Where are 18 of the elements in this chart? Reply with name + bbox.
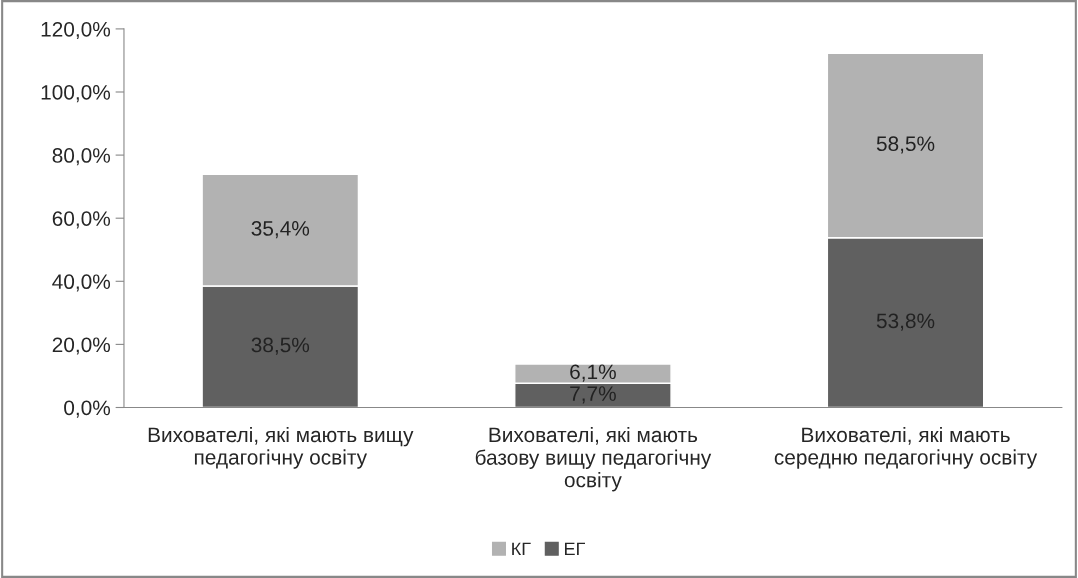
data-label: 35,4% — [251, 221, 310, 239]
y-tick-label: 40,0% — [52, 274, 111, 292]
data-label: 6,1% — [570, 364, 616, 382]
y-tick-label: 120,0% — [41, 21, 111, 40]
x-tick-label: Вихователі, які мають вищу педагогічну освіту — [148, 426, 414, 469]
data-label: 58,5% — [876, 136, 935, 154]
data-label: 53,8% — [876, 313, 935, 331]
y-tick-label: 0,0% — [64, 400, 111, 418]
legend-label: КГ — [512, 542, 531, 556]
data-label: 7,7% — [570, 386, 616, 404]
x-tick-label: Вихователі, які мають базову вищу педагогічну освіту — [475, 426, 712, 492]
y-tick-label: 100,0% — [41, 85, 111, 103]
x-tick-label: Вихователі, які мають середню педагогічну освіту — [774, 426, 1038, 469]
data-label: 38,5% — [251, 337, 310, 355]
y-tick-label: 20,0% — [52, 337, 111, 355]
y-tick-label: 60,0% — [52, 211, 111, 229]
y-tick-label: 80,0% — [52, 148, 111, 166]
legend-label: ЕГ — [565, 542, 585, 556]
